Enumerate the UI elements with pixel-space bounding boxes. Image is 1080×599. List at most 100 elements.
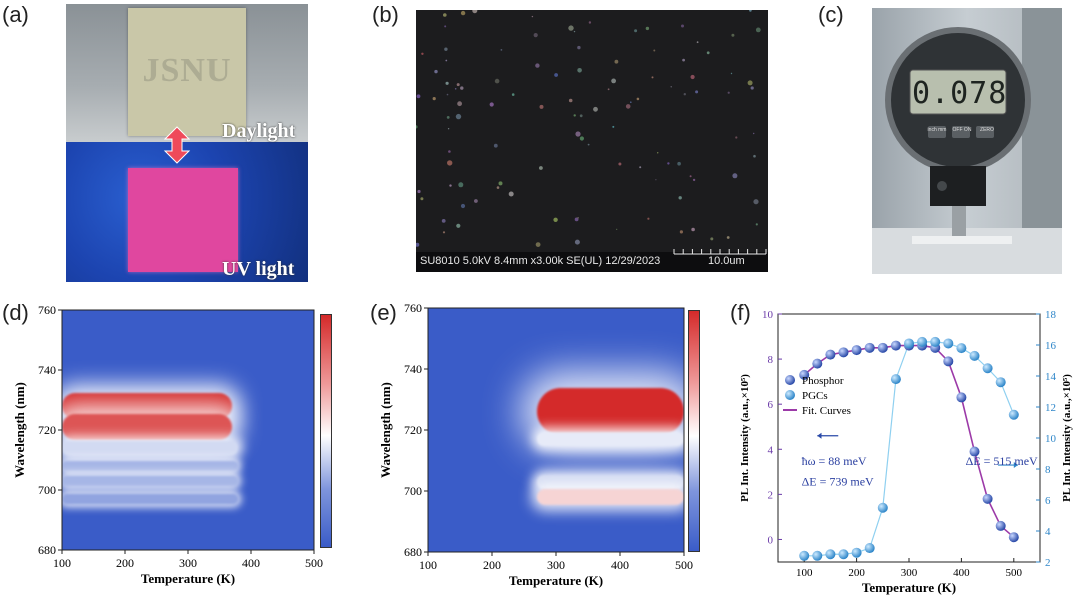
x-tick-label: 500 — [1006, 567, 1023, 579]
y-right-tick-label: 12 — [1045, 402, 1056, 414]
sem-info-text: SU8010 5.0kV 8.4mm x3.00k SE(UL) 12/29/2… — [420, 255, 661, 267]
plot-frame — [61, 309, 315, 551]
left-axis-arrowhead-icon — [817, 432, 822, 439]
phosphor-point — [799, 369, 810, 380]
micrometer-inch-button-label: inch mm — [927, 127, 947, 133]
annotation-hbar-omega: ħω = 88 meV — [802, 454, 867, 468]
y-right-tick-label: 18 — [1045, 309, 1057, 321]
double-arrow-icon — [163, 126, 191, 164]
legend-phosphor-marker — [785, 375, 795, 385]
y-right-tick-label: 4 — [1045, 526, 1051, 538]
micrometer-off-button-label: OFF ON — [952, 127, 972, 133]
annotation-delta-e-right: ΔE = 515 meV — [966, 454, 1038, 468]
x-tick-label: 400 — [611, 558, 629, 572]
heatmap-band — [536, 432, 684, 446]
micrometer-zero-button-label: ZERO — [980, 127, 994, 133]
micrometer-photo — [872, 8, 1062, 274]
panel-label-d: (d) — [2, 300, 29, 325]
panel-label-a: (a) — [2, 2, 29, 27]
phosphor-point — [838, 347, 849, 358]
heatmap-band — [536, 488, 684, 506]
heatmap-band — [62, 476, 239, 486]
scatter-f-chart: 100 200 300 400 500 0 2 4 6 8 10 2 4 6 8 10 12 14 16 18 Temp… — [739, 309, 1073, 595]
y-tick-label: 740 — [38, 363, 56, 377]
x-axis-label: Temperature (K) — [141, 571, 235, 586]
phosphor-point — [982, 493, 993, 504]
x-tick-label: 100 — [53, 556, 71, 570]
heatmap-d-plot — [62, 310, 314, 550]
x-tick-label: 100 — [796, 567, 813, 579]
pgc-point — [799, 550, 810, 561]
y-right-tick-label: 8 — [1045, 464, 1051, 476]
daylight-label: Daylight — [222, 120, 296, 142]
y-left-tick-label: 4 — [768, 444, 774, 456]
colorbar-e — [688, 310, 700, 552]
phosphor-point — [890, 340, 901, 351]
phosphor-point — [943, 356, 954, 367]
heatmap-d-axes: 100 200 300 400 500 680 700 720 740 760 Temperatur… — [12, 303, 323, 586]
y-left-tick-label: 2 — [768, 489, 774, 501]
phosphor-point — [995, 520, 1006, 531]
annotation-delta-e-left: ΔE = 739 meV — [802, 474, 874, 488]
x-tick-label: 200 — [848, 567, 865, 579]
y-left-axis-label: PL Int. Intensity (a.u.,×10⁵) — [739, 374, 751, 502]
phosphor-point — [969, 446, 980, 457]
x-tick-label: 400 — [242, 556, 260, 570]
y-left-tick-label: 6 — [768, 399, 774, 411]
heatmap-band — [62, 494, 239, 504]
pgc-point — [877, 502, 888, 513]
pgc-point — [930, 336, 941, 347]
scale-bar-icon — [673, 249, 767, 255]
phosphor-point — [864, 342, 875, 353]
pgc-point — [890, 374, 901, 385]
legend-label: Phosphor — [802, 375, 844, 387]
pgc-point — [982, 363, 993, 374]
film-sample-daylight — [128, 8, 246, 136]
pgc-point — [864, 543, 875, 554]
y-right-tick-label: 6 — [1045, 495, 1051, 507]
phosphor-point — [877, 342, 888, 353]
y-tick-label: 680 — [38, 543, 56, 557]
sem-image — [416, 10, 768, 272]
pgc-point — [956, 343, 967, 354]
legend-label: PGCs — [802, 390, 828, 402]
colorbar-d — [320, 314, 332, 548]
sem-info-bar — [416, 252, 768, 272]
pgc-point — [943, 338, 954, 349]
pgc-point — [917, 336, 928, 347]
y-left-tick-label: 8 — [768, 354, 774, 366]
y-tick-label: 680 — [404, 545, 422, 559]
y-tick-label: 740 — [404, 362, 422, 376]
y-axis-label: Wavelength (nm) — [378, 382, 393, 478]
y-right-tick-label: 2 — [1045, 557, 1051, 569]
x-tick-label: 400 — [953, 567, 970, 579]
x-tick-label: 300 — [547, 558, 565, 572]
y-tick-label: 760 — [38, 303, 56, 317]
heatmap-band — [62, 461, 239, 471]
heatmap-band — [536, 388, 684, 436]
y-axis-label: Wavelength (nm) — [12, 382, 27, 478]
x-tick-label: 500 — [675, 558, 693, 572]
plot-frame — [427, 307, 685, 553]
panel-label-f: (f) — [730, 300, 751, 325]
heatmap-band — [62, 413, 233, 441]
y-right-tick-label: 16 — [1045, 340, 1057, 352]
y-left-tick-label: 0 — [768, 534, 774, 546]
pgc-point — [838, 549, 849, 560]
y-tick-label: 720 — [38, 423, 56, 437]
phosphor-point — [851, 345, 862, 356]
x-axis-label: Temperature (K) — [862, 580, 956, 595]
pgc-point — [995, 377, 1006, 388]
panel-label-e: (e) — [370, 300, 397, 325]
x-axis-label: Temperature (K) — [509, 573, 603, 588]
phosphor-point — [812, 358, 823, 369]
heatmap-e-axes: 100 200 300 400 500 680 700 720 740 760 Temperatur… — [378, 301, 693, 588]
heatmap-e-plot — [428, 308, 684, 552]
legend-pgc-marker — [785, 390, 795, 400]
panel-label-c: (c) — [818, 2, 844, 27]
pgc-point — [825, 549, 836, 560]
micrometer-display: 0.078 — [912, 76, 1008, 111]
jsnu-logo-text: JSNU — [142, 52, 232, 89]
pgc-fit-curve — [804, 341, 1015, 557]
x-tick-label: 200 — [116, 556, 134, 570]
